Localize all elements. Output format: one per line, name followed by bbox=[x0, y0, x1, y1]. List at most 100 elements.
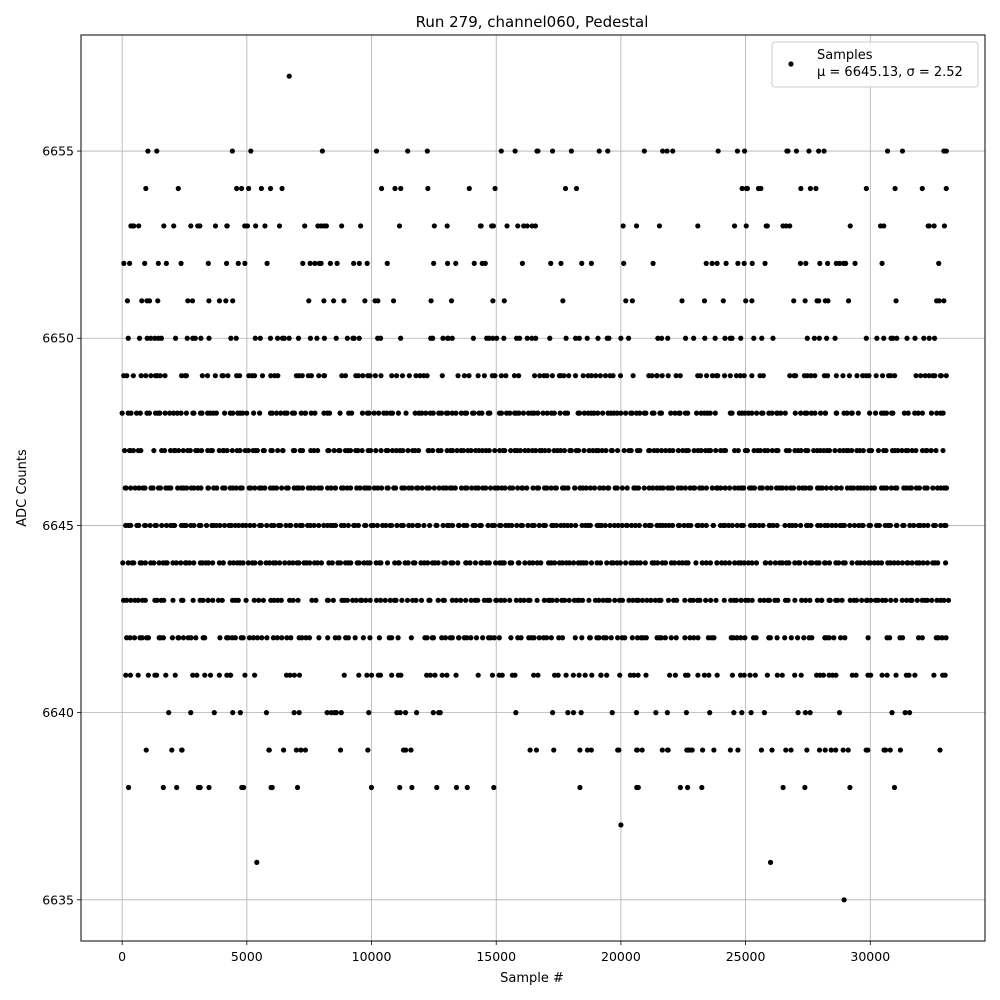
data-point bbox=[242, 260, 248, 266]
data-point bbox=[611, 522, 618, 529]
data-point bbox=[277, 560, 283, 566]
data-point bbox=[551, 410, 557, 416]
data-point bbox=[464, 784, 470, 791]
data-point bbox=[805, 447, 811, 454]
data-point bbox=[709, 373, 716, 379]
data-point bbox=[727, 485, 733, 491]
data-point bbox=[738, 597, 744, 603]
data-point bbox=[524, 335, 530, 341]
data-point bbox=[232, 635, 238, 641]
data-point bbox=[834, 485, 840, 491]
data-point bbox=[538, 560, 544, 566]
data-point bbox=[415, 447, 422, 454]
data-point bbox=[326, 410, 333, 416]
data-point bbox=[146, 298, 153, 304]
data-point bbox=[895, 447, 901, 454]
data-point bbox=[888, 597, 894, 603]
data-point bbox=[729, 522, 735, 529]
data-point bbox=[413, 597, 419, 603]
y-tick-label: 6645 bbox=[42, 518, 74, 533]
data-point bbox=[847, 522, 853, 529]
data-point bbox=[853, 672, 859, 678]
data-point bbox=[691, 447, 697, 454]
data-point bbox=[779, 672, 785, 678]
data-point bbox=[637, 410, 643, 416]
data-point bbox=[652, 597, 658, 603]
data-point bbox=[941, 223, 948, 229]
data-point bbox=[438, 447, 444, 454]
data-point bbox=[756, 522, 762, 529]
data-point bbox=[531, 522, 537, 529]
data-point bbox=[415, 485, 421, 491]
data-point bbox=[883, 747, 889, 753]
data-point bbox=[136, 522, 142, 529]
data-point bbox=[692, 485, 698, 491]
data-point bbox=[863, 747, 869, 753]
data-point bbox=[544, 373, 550, 379]
data-point bbox=[389, 410, 396, 416]
data-point bbox=[596, 148, 602, 154]
data-point bbox=[733, 373, 740, 379]
data-point bbox=[403, 747, 409, 753]
data-point bbox=[587, 485, 594, 491]
data-point bbox=[246, 635, 253, 641]
data-point bbox=[275, 447, 281, 454]
data-point bbox=[786, 560, 792, 566]
data-point bbox=[554, 597, 560, 603]
data-point bbox=[195, 223, 201, 229]
x-tick-label: 20000 bbox=[601, 949, 641, 964]
data-point bbox=[847, 223, 853, 229]
data-point bbox=[291, 672, 297, 678]
data-point bbox=[614, 447, 621, 454]
data-point bbox=[430, 710, 436, 716]
data-point bbox=[425, 560, 431, 566]
data-point bbox=[312, 410, 318, 416]
data-point bbox=[308, 410, 314, 416]
data-point bbox=[699, 522, 705, 529]
data-point bbox=[879, 672, 885, 678]
data-point bbox=[699, 784, 705, 791]
data-point bbox=[851, 522, 858, 529]
data-point bbox=[435, 560, 441, 566]
data-point bbox=[471, 410, 477, 416]
data-point bbox=[819, 597, 825, 603]
data-point bbox=[551, 672, 558, 678]
data-point bbox=[279, 485, 285, 491]
data-point bbox=[829, 522, 835, 529]
data-point bbox=[396, 560, 402, 566]
data-point bbox=[598, 522, 605, 529]
data-point bbox=[188, 710, 194, 716]
data-point bbox=[577, 784, 583, 791]
data-point bbox=[239, 185, 245, 192]
data-point bbox=[775, 597, 781, 603]
data-point bbox=[691, 635, 697, 641]
data-point bbox=[600, 485, 607, 491]
data-point bbox=[355, 373, 361, 379]
data-point bbox=[125, 560, 131, 566]
data-point bbox=[154, 597, 160, 603]
data-point bbox=[921, 522, 927, 529]
data-point bbox=[570, 672, 576, 678]
data-point bbox=[350, 597, 356, 603]
data-point bbox=[807, 185, 814, 192]
data-point bbox=[211, 710, 217, 716]
data-point bbox=[520, 485, 526, 491]
data-point bbox=[229, 148, 235, 154]
data-point bbox=[798, 185, 804, 192]
data-point bbox=[359, 410, 366, 416]
data-point bbox=[501, 560, 507, 566]
data-point bbox=[665, 597, 672, 603]
data-point bbox=[905, 447, 911, 454]
data-point bbox=[623, 560, 629, 566]
data-point bbox=[463, 410, 470, 416]
data-point bbox=[370, 522, 376, 529]
data-point bbox=[288, 522, 294, 529]
data-point bbox=[464, 635, 470, 641]
data-point bbox=[796, 485, 802, 491]
data-point bbox=[741, 672, 747, 678]
data-point bbox=[367, 635, 373, 641]
data-point bbox=[475, 597, 481, 603]
data-point bbox=[722, 560, 728, 566]
data-point bbox=[648, 597, 654, 603]
data-point bbox=[873, 373, 879, 379]
